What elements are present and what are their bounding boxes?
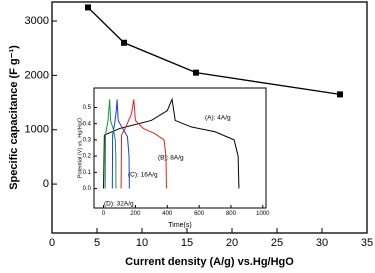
y-tick-label: 0.3 — [83, 137, 92, 143]
x-tick-label: 20 — [226, 237, 238, 249]
marker — [121, 39, 127, 46]
marker — [193, 69, 199, 76]
y-tick-label: 1000 — [25, 124, 49, 136]
y-tick-label: 2000 — [25, 69, 49, 81]
series-label: (B): 8A/g — [158, 155, 184, 162]
y-axis-label: Potential (V) vs. Hg/HgO — [77, 117, 83, 178]
series-line — [104, 99, 117, 189]
x-tick-label: 1000 — [256, 211, 270, 217]
y-tick-label: 3000 — [25, 15, 49, 27]
series-line — [103, 97, 240, 189]
x-tick-label: 400 — [162, 211, 173, 217]
series-line — [120, 99, 167, 189]
x-axis-label: Current density (A/g) vs.Hg/HgO — [125, 256, 294, 268]
x-tick-label: 10 — [136, 237, 148, 249]
x-axis-label: Time(s) — [168, 222, 191, 229]
x-tick-label: 0 — [102, 211, 106, 217]
y-tick-label: 0.4 — [83, 121, 92, 127]
x-tick-label: 35 — [361, 237, 373, 249]
y-axis-label: Specific capacitance (F g⁻¹) — [8, 45, 20, 190]
y-tick-label: 0.0 — [83, 186, 92, 192]
series-label: (A): 4A/g — [205, 115, 231, 122]
series-label: (D): 32A/g — [104, 201, 134, 208]
y-tick-label: 0.1 — [83, 170, 92, 176]
series-label: (C): 16A/g — [128, 172, 158, 179]
marker — [85, 4, 91, 11]
series-line — [87, 6, 341, 96]
marker — [337, 91, 343, 98]
x-tick-label: 15 — [181, 237, 193, 249]
x-tick-label: 5 — [94, 237, 100, 249]
y-tick-label: 0.5 — [83, 105, 92, 111]
plot-frame — [93, 87, 267, 209]
x-tick-label: 0 — [49, 237, 55, 249]
x-tick-label: 25 — [271, 237, 283, 249]
x-tick-label: 800 — [226, 211, 237, 217]
x-tick-label: 30 — [316, 237, 328, 249]
x-tick-label: 200 — [130, 211, 141, 217]
x-tick-label: 600 — [194, 211, 205, 217]
y-tick-label: 0.2 — [83, 154, 92, 160]
y-tick-label: 0 — [43, 178, 49, 190]
